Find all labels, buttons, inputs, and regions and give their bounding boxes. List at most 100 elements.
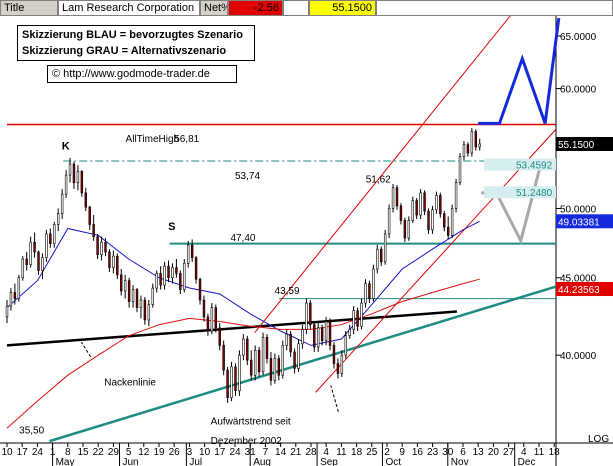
x-tick-label: 18 bbox=[351, 447, 363, 458]
x-tick-label: 3 bbox=[187, 447, 193, 458]
candle-body bbox=[218, 327, 221, 346]
candle-body bbox=[352, 310, 355, 330]
price-chart: 40.000045.000050.000055.000060.000065.00… bbox=[0, 16, 613, 466]
candle-body bbox=[387, 208, 391, 235]
candle-body bbox=[159, 273, 162, 286]
legend-blue-text: Skizzierung BLAU = bevorzugtes Szenario bbox=[22, 29, 243, 41]
scenario-blue-path bbox=[478, 17, 561, 125]
candle-body bbox=[222, 345, 225, 371]
candle-body bbox=[183, 262, 186, 290]
x-tick-label: 25 bbox=[366, 447, 378, 458]
candle-body bbox=[273, 358, 277, 381]
x-tick-label: 9 bbox=[399, 447, 405, 458]
candle-body bbox=[474, 131, 477, 148]
candle-body bbox=[41, 257, 44, 271]
candle-body bbox=[17, 277, 21, 299]
candle-body bbox=[439, 195, 442, 215]
x-month-label: Jun bbox=[122, 457, 138, 466]
x-tick-label: 11 bbox=[336, 447, 347, 458]
candle-body bbox=[423, 192, 426, 212]
x-tick-label: 13 bbox=[473, 447, 485, 458]
candle-body bbox=[45, 233, 48, 258]
channel-upper-line bbox=[254, 16, 511, 333]
candle-body bbox=[242, 338, 245, 356]
ma-long-line bbox=[6, 278, 480, 429]
annotation-text: 53,74 bbox=[235, 171, 260, 182]
candle-body bbox=[293, 351, 296, 369]
candle-body bbox=[250, 359, 253, 376]
candle-body bbox=[163, 265, 166, 286]
candle-body bbox=[466, 144, 470, 154]
x-tick-label: 8 bbox=[65, 447, 71, 458]
candle-body bbox=[116, 255, 119, 276]
candle-body bbox=[131, 289, 135, 302]
annotation-text: 51,62 bbox=[366, 175, 391, 186]
last-price-value: 55.1500 bbox=[309, 0, 376, 16]
candle-body bbox=[210, 307, 214, 332]
candle-body bbox=[443, 213, 446, 228]
candle-body bbox=[214, 307, 217, 329]
candle-body bbox=[309, 302, 312, 325]
nackenlinie-pointer bbox=[81, 341, 92, 358]
candle-body bbox=[120, 274, 123, 292]
candle-body bbox=[340, 354, 344, 374]
x-month-label: May bbox=[56, 457, 75, 466]
candle-body bbox=[305, 302, 308, 330]
ma-short-line bbox=[6, 220, 480, 346]
x-tick-label: 24 bbox=[32, 447, 44, 458]
candle-body bbox=[147, 304, 151, 321]
y-tick-label: 40.0000 bbox=[560, 351, 597, 362]
x-tick-label: 15 bbox=[77, 447, 89, 458]
x-tick-label: 14 bbox=[275, 447, 287, 458]
x-tick-label: 6 bbox=[460, 447, 466, 458]
candle-body bbox=[100, 241, 103, 256]
candle-body bbox=[167, 265, 170, 279]
candle-body bbox=[336, 363, 340, 374]
candle-body bbox=[123, 280, 127, 292]
candle-body bbox=[9, 292, 13, 307]
candle-body bbox=[313, 324, 316, 348]
candle-body bbox=[454, 182, 458, 209]
price-label-bg bbox=[556, 214, 613, 229]
x-month-label: Oct bbox=[385, 457, 401, 466]
candle-body bbox=[21, 258, 24, 279]
net-change-value: -2.56 bbox=[228, 0, 283, 16]
candle-body bbox=[344, 335, 347, 356]
candle-body bbox=[72, 163, 76, 183]
candle-body bbox=[470, 131, 474, 154]
candle-body bbox=[415, 200, 418, 216]
candle-body bbox=[407, 220, 411, 239]
x-month-label: Dec bbox=[518, 457, 536, 466]
candle-body bbox=[435, 195, 438, 211]
candle-body bbox=[261, 337, 265, 373]
candle-body bbox=[190, 244, 194, 258]
candle-body bbox=[139, 299, 143, 308]
candle-body bbox=[281, 345, 284, 376]
x-tick-label: 7 bbox=[263, 447, 269, 458]
annotation-text: AllTimeHigh bbox=[126, 134, 180, 145]
candle-body bbox=[364, 283, 367, 304]
annotation-text: 47,40 bbox=[230, 233, 255, 244]
candle-body bbox=[285, 333, 288, 346]
candle-body bbox=[462, 144, 466, 157]
candle-body bbox=[112, 255, 115, 268]
x-month-label: Sep bbox=[320, 457, 338, 466]
candle-body bbox=[301, 329, 304, 345]
x-tick-label: 22 bbox=[93, 447, 105, 458]
candle-body bbox=[13, 292, 17, 299]
x-month-label: Jul bbox=[189, 457, 202, 466]
candle-body bbox=[202, 299, 206, 318]
price-label: 44.23563 bbox=[558, 285, 600, 296]
x-tick-label: 18 bbox=[549, 447, 561, 458]
x-tick-label: 27 bbox=[503, 447, 515, 458]
candle-body bbox=[380, 248, 383, 263]
header-fill bbox=[376, 0, 613, 16]
candle-body bbox=[84, 192, 87, 208]
x-tick-label: 17 bbox=[214, 447, 226, 458]
uptrend-pointer bbox=[330, 385, 339, 412]
candle-body bbox=[277, 358, 281, 376]
candle-body bbox=[151, 287, 154, 305]
candle-body bbox=[29, 241, 32, 266]
x-tick-label: 16 bbox=[412, 447, 424, 458]
candle-body bbox=[230, 366, 233, 398]
